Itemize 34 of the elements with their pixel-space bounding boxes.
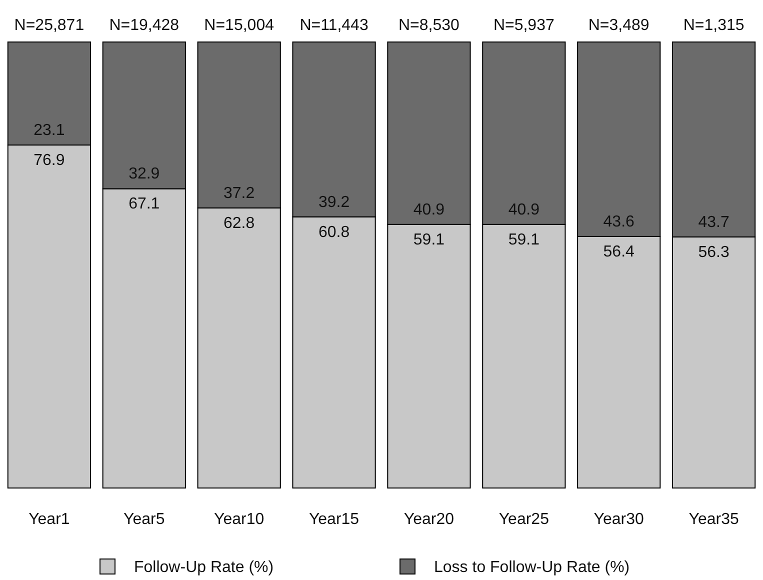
data-label: 39.2	[318, 194, 350, 211]
data-label: 59.1	[508, 231, 540, 248]
data-label: 40.9	[508, 201, 540, 218]
x-tick-label: Year15	[308, 511, 360, 528]
annotation: N=25,871	[14, 17, 84, 34]
annotation: N=5,937	[493, 17, 554, 34]
legend-label: Loss to Follow-Up Rate (%)	[434, 559, 630, 576]
data-label: 37.2	[224, 184, 255, 202]
x-tick-label: Year30	[594, 511, 644, 528]
data-label: 62.8	[224, 214, 255, 232]
annotation: N=15,004	[204, 17, 274, 34]
data-label: 76.9	[34, 152, 65, 170]
x-tick-label: Year1	[28, 511, 70, 528]
data-label: 56.4	[603, 243, 635, 260]
data-label: 32.9	[128, 166, 160, 183]
annotation: N=8,530	[398, 17, 460, 34]
annotation: N=3,489	[588, 17, 650, 34]
x-tick-label: Year25	[498, 511, 550, 528]
data-label: 60.8	[318, 224, 350, 241]
x-tick-label: Year20	[404, 511, 454, 528]
annotation: N=19,428	[109, 17, 180, 34]
x-tick-label: Year10	[214, 511, 264, 528]
data-label: 23.1	[34, 122, 65, 140]
x-tick-label: Year35	[688, 511, 739, 528]
data-label: 40.9	[413, 201, 445, 218]
data-label: 59.1	[413, 231, 445, 248]
data-label: 43.6	[603, 213, 635, 230]
data-label: 56.3	[698, 244, 730, 261]
data-label: 67.1	[128, 196, 160, 213]
x-tick-label: Year5	[124, 511, 165, 528]
annotation: N=11,443	[300, 17, 368, 34]
annotation: N=1,315	[683, 17, 744, 34]
legend-label: Follow-Up Rate (%)	[134, 559, 274, 576]
data-label: 43.7	[698, 214, 730, 231]
